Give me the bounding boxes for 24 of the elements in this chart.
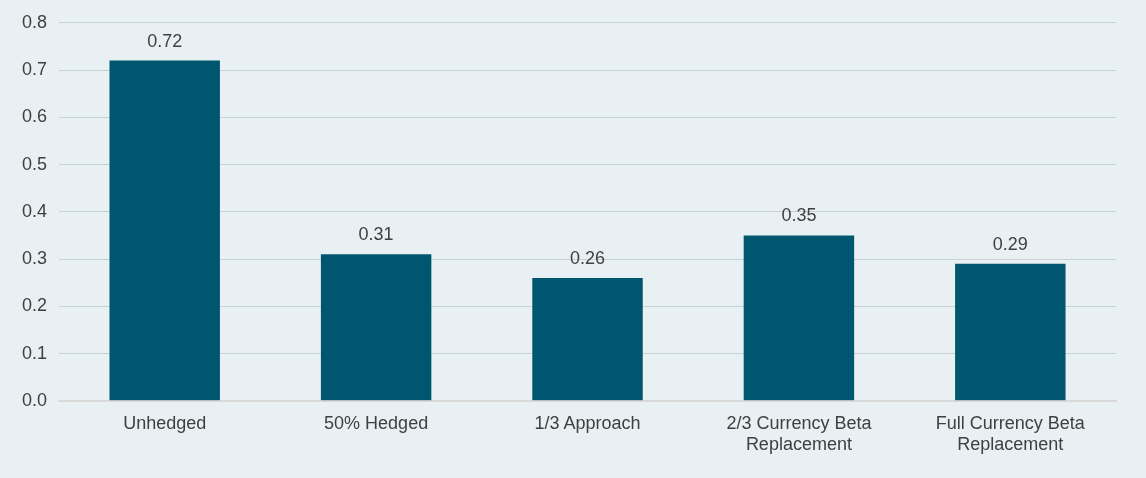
x-tick-label: Full Currency Beta Replacement [935, 412, 1086, 455]
data-label: 0.26 [569, 247, 606, 268]
y-tick-label: 0.3 [21, 248, 48, 269]
data-label: 0.72 [147, 30, 183, 51]
y-tick-label: 0.1 [21, 342, 48, 363]
y-tick-label: 0.2 [21, 295, 48, 316]
x-tick-label: Unhedged [123, 412, 207, 433]
y-tick-label: 0.4 [21, 200, 48, 221]
data-label: 0.31 [358, 224, 394, 245]
y-tick-label: 0.7 [21, 59, 48, 80]
x-tick-label: 50% Hedged [324, 412, 429, 433]
y-tick-label: 0.8 [21, 11, 48, 32]
bar [955, 263, 1066, 401]
data-label: 0.35 [781, 205, 817, 226]
y-tick-label: 0.5 [21, 153, 48, 174]
x-tick-label: 1/3 Approach [534, 412, 641, 433]
bar [743, 235, 855, 401]
x-tick-label: 2/3 Currency Beta Replacement [726, 412, 873, 455]
bar [532, 277, 643, 401]
data-label: 0.29 [992, 233, 1028, 254]
bar [109, 60, 220, 401]
y-tick-label: 0.6 [21, 106, 48, 127]
bar [320, 254, 432, 401]
y-tick-label: 0.0 [21, 389, 48, 410]
